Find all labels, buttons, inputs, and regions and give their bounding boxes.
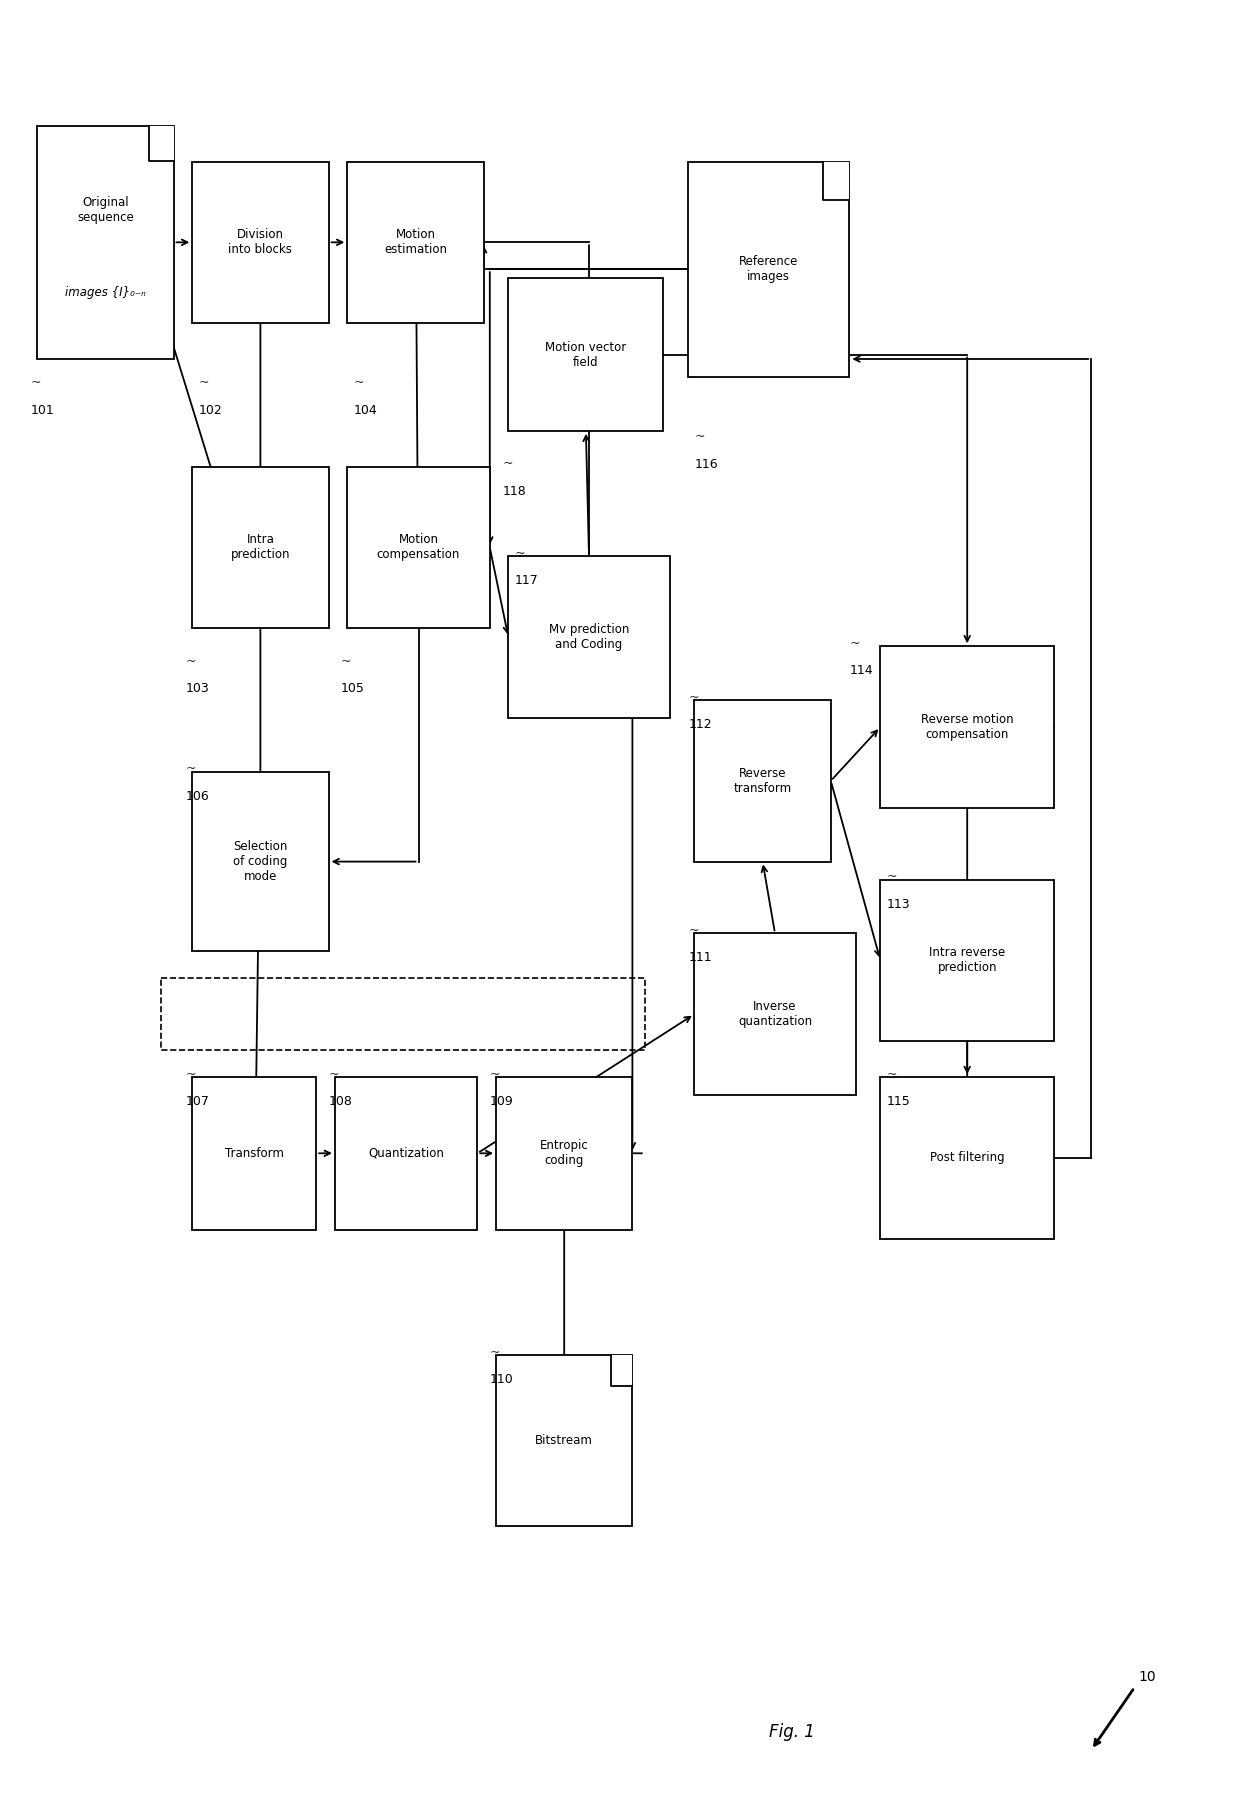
Bar [37, 126, 174, 359]
Text: ~: ~ [353, 377, 363, 390]
Text: 113: 113 [887, 898, 910, 910]
Text: 111: 111 [688, 951, 712, 964]
Bar [880, 1077, 1054, 1239]
Text: Motion
estimation: Motion estimation [384, 228, 446, 257]
Text: ~: ~ [688, 924, 698, 937]
Text: ~: ~ [198, 377, 208, 390]
Text: ~: ~ [186, 1068, 196, 1081]
Text: Reverse
transform: Reverse transform [734, 766, 791, 795]
Polygon shape [822, 162, 849, 201]
Bar [688, 162, 849, 377]
Text: Motion vector
field: Motion vector field [546, 341, 626, 368]
Text: 110: 110 [490, 1373, 513, 1386]
Text: 118: 118 [502, 485, 526, 497]
Text: ~: ~ [849, 637, 859, 650]
Text: 109: 109 [490, 1095, 513, 1108]
Text: ~: ~ [31, 377, 41, 390]
Bar [496, 1355, 632, 1526]
Text: 115: 115 [887, 1095, 910, 1108]
Text: Post filtering: Post filtering [930, 1151, 1004, 1165]
Text: 116: 116 [694, 458, 718, 470]
Text: 104: 104 [353, 404, 377, 416]
Bar [161, 978, 645, 1050]
Text: 103: 103 [186, 682, 210, 695]
Text: ~: ~ [887, 871, 897, 883]
Text: ~: ~ [341, 655, 351, 668]
Text: ~: ~ [694, 431, 704, 443]
Text: 107: 107 [186, 1095, 210, 1108]
Text: Fig. 1: Fig. 1 [769, 1723, 815, 1741]
Text: 108: 108 [329, 1095, 352, 1108]
Text: Entropic
coding: Entropic coding [539, 1140, 589, 1167]
Bar [880, 646, 1054, 808]
Bar [192, 467, 329, 628]
Text: Intra
prediction: Intra prediction [231, 533, 290, 562]
Text: Reference
images: Reference images [739, 255, 799, 284]
Bar [335, 1077, 477, 1230]
Polygon shape [149, 126, 174, 162]
Bar [192, 772, 329, 951]
Text: Inverse
quantization: Inverse quantization [738, 1000, 812, 1029]
Text: images {I}₀₋ₙ: images {I}₀₋ₙ [64, 285, 146, 300]
Text: 102: 102 [198, 404, 222, 416]
Bar [508, 278, 663, 431]
Bar [347, 467, 490, 628]
Bar [496, 1077, 632, 1230]
Text: ~: ~ [887, 1068, 897, 1081]
Bar [192, 1077, 316, 1230]
Bar [694, 933, 856, 1095]
Text: 105: 105 [341, 682, 365, 695]
Text: 106: 106 [186, 790, 210, 802]
Text: 10: 10 [1138, 1669, 1156, 1684]
Text: 117: 117 [515, 574, 538, 587]
Text: ~: ~ [515, 547, 525, 560]
Text: ~: ~ [688, 691, 698, 704]
Bar [508, 556, 670, 718]
Bar [192, 162, 329, 323]
Text: ~: ~ [329, 1068, 339, 1081]
Text: Mv prediction
and Coding: Mv prediction and Coding [549, 623, 629, 652]
Bar [880, 880, 1054, 1041]
Text: Reverse motion
compensation: Reverse motion compensation [921, 713, 1013, 741]
Text: Original
sequence: Original sequence [77, 196, 134, 224]
Text: 101: 101 [31, 404, 55, 416]
Text: 114: 114 [849, 664, 873, 677]
Text: ~: ~ [490, 1346, 500, 1359]
Text: Transform: Transform [224, 1147, 284, 1160]
Text: 112: 112 [688, 718, 712, 731]
Text: Quantization: Quantization [368, 1147, 444, 1160]
Text: ~: ~ [186, 655, 196, 668]
Bar [347, 162, 484, 323]
Text: ~: ~ [502, 458, 512, 470]
Text: ~: ~ [186, 763, 196, 775]
Bar [694, 700, 831, 862]
Text: Selection
of coding
mode: Selection of coding mode [233, 840, 288, 883]
Text: Bitstream: Bitstream [536, 1434, 593, 1447]
Text: Motion
compensation: Motion compensation [377, 533, 460, 562]
Text: Division
into blocks: Division into blocks [228, 228, 293, 257]
Text: Intra reverse
prediction: Intra reverse prediction [929, 946, 1006, 975]
Polygon shape [611, 1355, 632, 1386]
Text: ~: ~ [490, 1068, 500, 1081]
